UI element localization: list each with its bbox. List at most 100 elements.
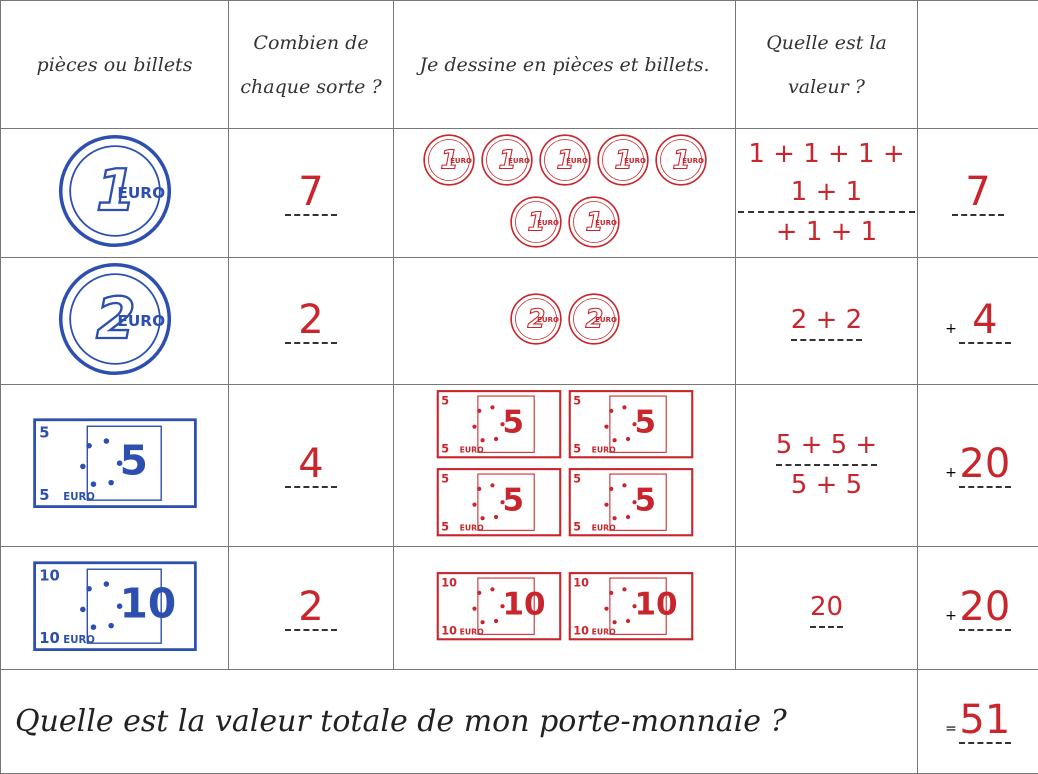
operator: = xyxy=(945,721,957,737)
bill-star xyxy=(472,425,476,429)
count-cell: 2 xyxy=(229,258,394,385)
value-cell: 20 xyxy=(736,546,918,669)
count-answer: 2 xyxy=(285,298,337,344)
bill-value: 5 xyxy=(573,521,581,534)
bill-currency: EURO xyxy=(591,627,616,636)
bill-value: 10 xyxy=(573,576,589,589)
value-text: 5 + 5 xyxy=(791,470,862,500)
bill-value: 10 xyxy=(573,624,589,637)
bill-star xyxy=(612,620,616,624)
coin-currency: EURO xyxy=(682,156,704,165)
count-answer: 2 xyxy=(285,585,337,631)
total-cell: +4 xyxy=(918,258,1038,385)
bill-star xyxy=(103,581,109,587)
bill-star xyxy=(116,603,122,609)
coin-currency: EURO xyxy=(117,184,165,202)
bill-star xyxy=(490,405,494,409)
bill-star xyxy=(500,500,504,504)
operator: + xyxy=(945,465,957,481)
bill-currency: EURO xyxy=(459,627,484,636)
value-text: 2 + 2 xyxy=(791,301,862,341)
bill-star xyxy=(108,480,114,486)
bill-border xyxy=(569,470,691,536)
bill-star xyxy=(477,590,481,594)
bill-star xyxy=(116,461,122,467)
value-cell: 5 + 5 + 5 + 5 xyxy=(736,385,918,547)
bill-star xyxy=(609,409,613,413)
total-cell: +20 xyxy=(918,546,1038,669)
bill-currency: EURO xyxy=(591,445,616,454)
bill-value-large: 5 xyxy=(634,405,656,441)
bill-star xyxy=(490,587,494,591)
count-answer: 7 xyxy=(285,170,337,216)
bill-value: 5 xyxy=(441,394,449,407)
total-cell: +20 xyxy=(918,385,1038,547)
bill-star xyxy=(500,422,504,426)
bill-star xyxy=(480,438,484,442)
coin-currency: EURO xyxy=(537,218,559,227)
bill-star xyxy=(108,622,114,628)
header-cell: pièces ou billets xyxy=(1,1,229,129)
bill-star xyxy=(622,587,626,591)
bill-star xyxy=(480,620,484,624)
bill-star xyxy=(493,437,497,441)
bill-currency: EURO xyxy=(459,524,484,533)
header-cell xyxy=(918,1,1038,129)
total-answer: 4 xyxy=(959,298,1011,344)
operator: + xyxy=(945,608,957,624)
value-line: 20 xyxy=(738,588,915,628)
bill-star xyxy=(604,425,608,429)
count-cell: 4 xyxy=(229,385,394,547)
bill-star xyxy=(604,606,608,610)
bill-value-large: 10 xyxy=(502,586,545,622)
bill-star xyxy=(622,484,626,488)
header-row: pièces ou billets Combien de chaque sort… xyxy=(1,1,1038,129)
bill-star xyxy=(472,503,476,507)
bill-currency: EURO xyxy=(63,492,95,503)
bill-value: 5 xyxy=(573,442,581,455)
value-line: 2 + 2 xyxy=(738,301,915,341)
value-text: + 1 + 1 xyxy=(776,217,877,247)
grand-total: 51 xyxy=(959,698,1011,744)
bill-value-large: 10 xyxy=(634,586,677,622)
bill-currency: EURO xyxy=(63,635,95,646)
bill-star xyxy=(632,500,636,504)
total-answer: 20 xyxy=(959,585,1011,631)
bill-border xyxy=(437,391,559,457)
bill-star xyxy=(86,443,92,449)
bill-star xyxy=(612,438,616,442)
bill-star xyxy=(612,516,616,520)
value-line: 5 + 5 xyxy=(738,466,915,504)
bill-star xyxy=(493,618,497,622)
value-line: 1 + 1 + 1 + 1 + 1 xyxy=(738,135,915,213)
bill-star xyxy=(632,604,636,608)
grand-total-cell: =51 xyxy=(918,669,1038,773)
page: pièces ou billets Combien de chaque sort… xyxy=(0,0,1038,726)
bill-value-large: 5 xyxy=(502,405,524,441)
coin-currency: EURO xyxy=(508,156,530,165)
value-cell: 1 + 1 + 1 + 1 + 1 + 1 + 1 xyxy=(736,129,918,258)
bill-star xyxy=(609,487,613,491)
bill-star xyxy=(625,437,629,441)
bill-star xyxy=(490,484,494,488)
value-text: 5 + 5 + xyxy=(776,426,877,466)
value-cell: 2 + 2 xyxy=(736,258,918,385)
coin-currency: EURO xyxy=(595,218,617,227)
bill-star xyxy=(477,487,481,491)
